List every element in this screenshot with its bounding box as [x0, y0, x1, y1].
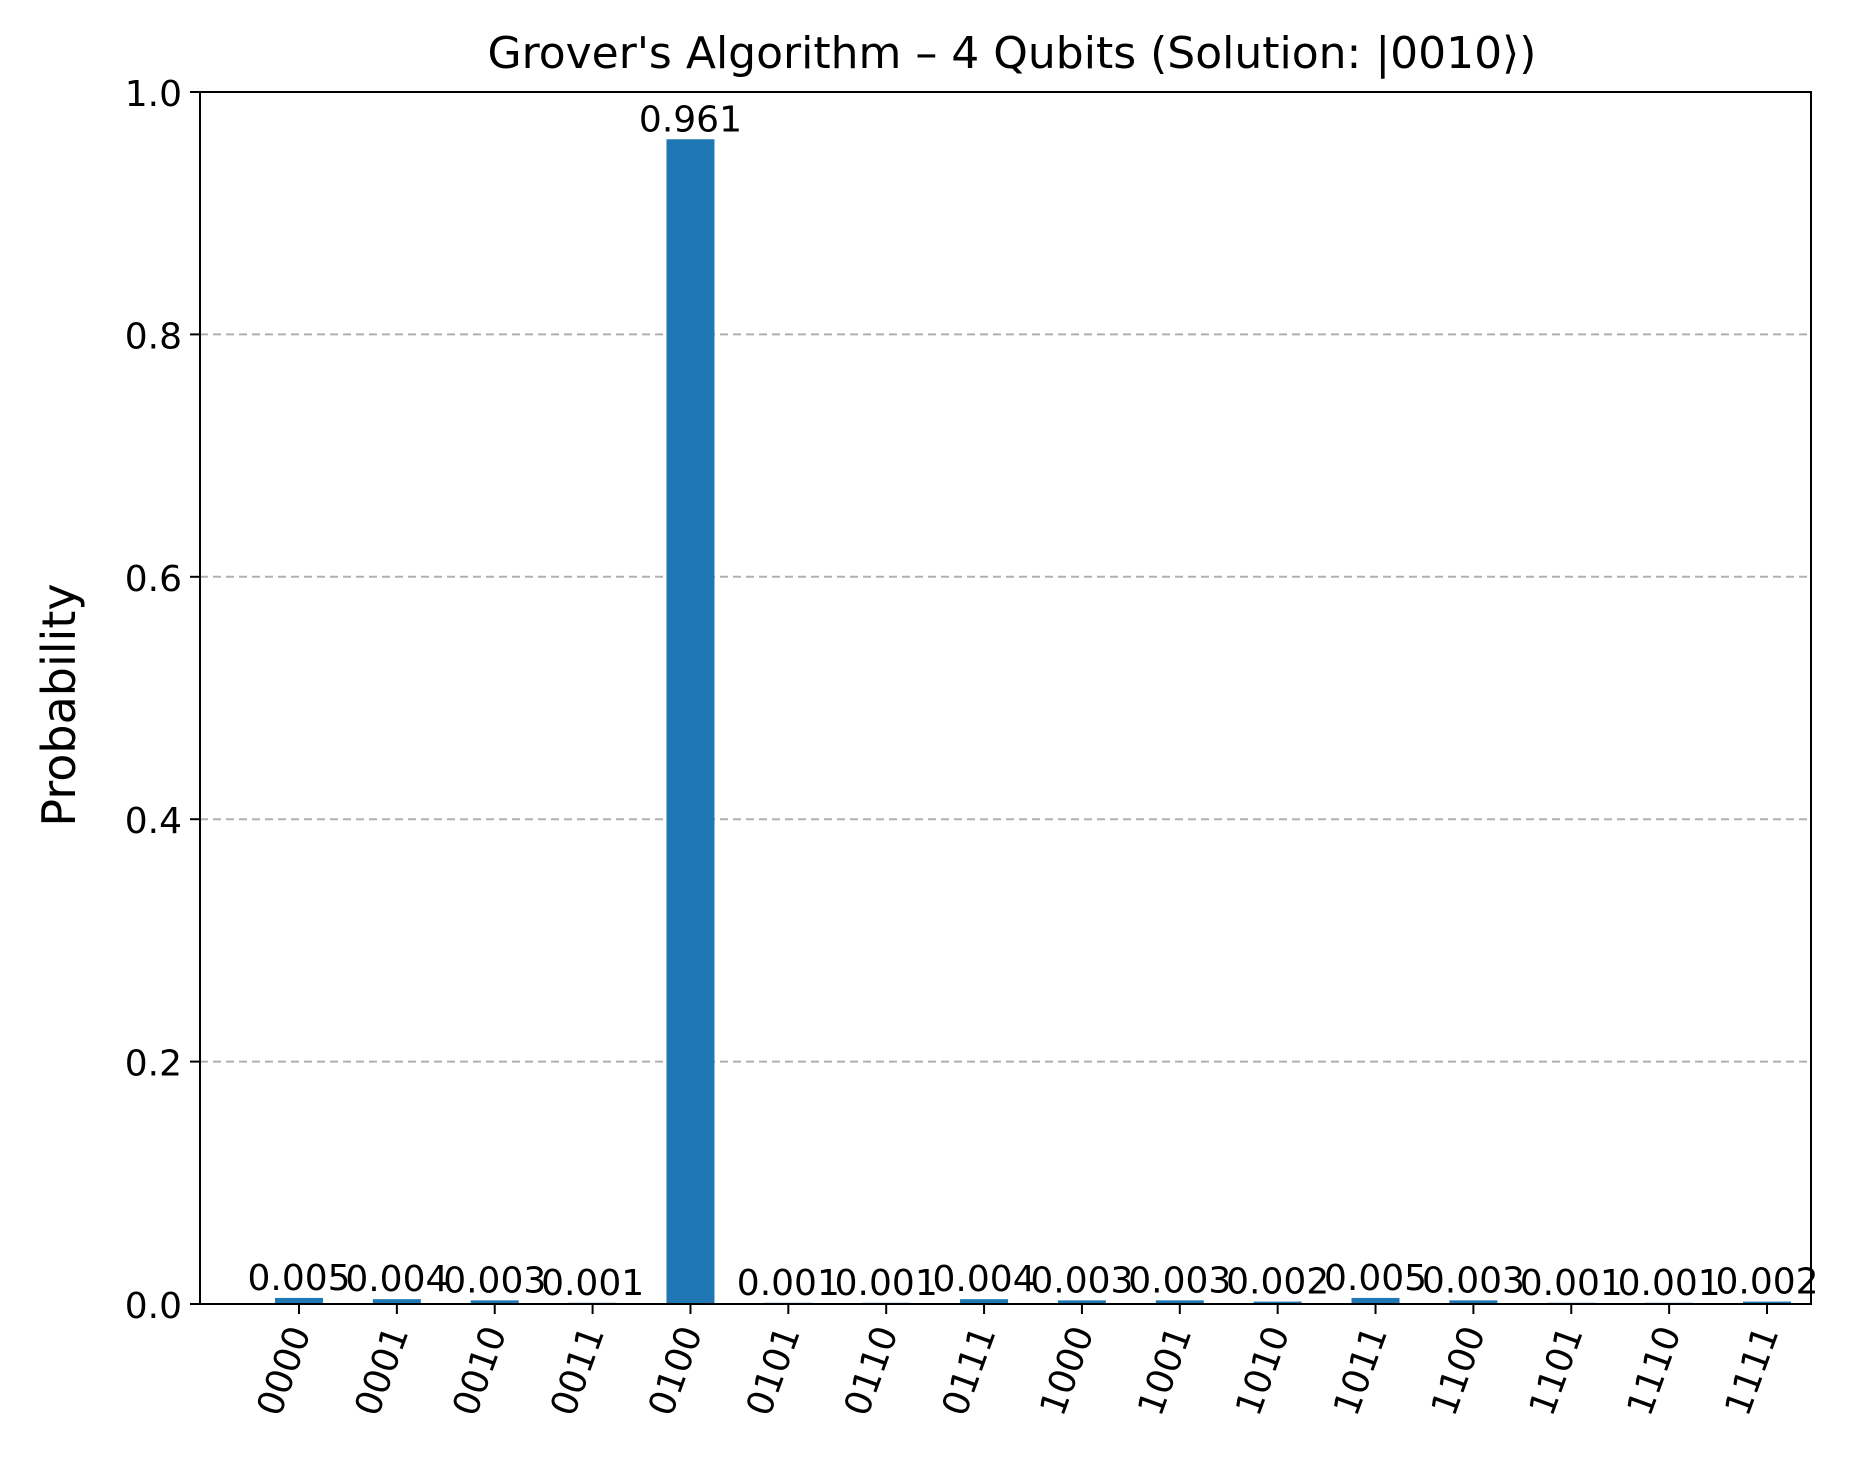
bar-0001	[372, 1299, 421, 1304]
bar-1011	[1351, 1297, 1400, 1304]
y-tick-label: 0.0	[125, 1286, 182, 1327]
y-tick-label: 0.4	[125, 801, 182, 842]
bar-1000	[1057, 1300, 1106, 1304]
y-axis-ticks: 0.0 0.2 0.4 0.6 0.8 1.0	[125, 74, 200, 1327]
x-tick-label: 1010	[1228, 1321, 1298, 1421]
bar-0111	[960, 1299, 1009, 1304]
data-label: 0.004	[933, 1259, 1036, 1300]
grid-lines	[200, 333, 1811, 1063]
y-tick-label: 0.2	[125, 1044, 182, 1085]
data-label: 0.004	[345, 1259, 448, 1300]
data-label: 0.001	[737, 1263, 840, 1304]
data-label: 0.002	[1226, 1262, 1329, 1303]
x-tick-label: 0011	[543, 1321, 613, 1421]
y-axis-label: Probability	[32, 583, 86, 826]
data-label: 0.003	[1422, 1260, 1525, 1301]
x-tick-label: 0111	[935, 1321, 1005, 1421]
y-tick-label: 0.6	[125, 559, 182, 600]
x-tick-label: 0001	[347, 1321, 417, 1421]
data-label: 0.003	[1030, 1260, 1133, 1301]
data-label: 0.003	[1128, 1260, 1231, 1301]
data-label: 0.001	[1520, 1263, 1623, 1304]
y-tick-label: 1.0	[125, 74, 182, 115]
chart-title: Grover's Algorithm – 4 Qubits (Solution:…	[488, 28, 1537, 79]
x-tick-label: 0110	[837, 1321, 907, 1421]
x-tick-label: 1101	[1522, 1321, 1592, 1421]
data-label: 0.961	[639, 99, 742, 140]
data-labels: 0.0050.0040.0030.0010.9610.0010.0010.004…	[247, 99, 1818, 1304]
data-label: 0.005	[247, 1258, 350, 1299]
x-tick-label: 0010	[445, 1321, 515, 1421]
bar-1100	[1449, 1300, 1498, 1304]
x-tick-label: 1100	[1424, 1321, 1494, 1421]
x-axis-ticks: 0000 0001 0010 0011 0100 0101 0110 0111 1000 1001…	[250, 1304, 1788, 1421]
x-tick-label: 0101	[739, 1321, 809, 1421]
x-tick-label: 0000	[250, 1321, 320, 1421]
y-tick-label: 0.8	[125, 316, 182, 357]
bars	[275, 139, 1791, 1304]
bar-1111	[1743, 1301, 1791, 1304]
bar-0000	[275, 1297, 323, 1304]
x-tick-label: 0100	[641, 1321, 711, 1421]
bar-0100	[666, 139, 715, 1304]
x-tick-label: 1110	[1620, 1321, 1690, 1421]
x-tick-label: 1001	[1130, 1321, 1200, 1421]
x-tick-label: 1000	[1033, 1321, 1103, 1421]
data-label: 0.005	[1324, 1258, 1427, 1299]
x-tick-label: 1111	[1718, 1321, 1788, 1421]
plot-frame	[199, 91, 1812, 1305]
data-label: 0.001	[1618, 1263, 1721, 1304]
data-label: 0.001	[835, 1263, 938, 1304]
x-tick-label: 1011	[1326, 1321, 1396, 1421]
data-label: 0.002	[1715, 1262, 1818, 1303]
data-label: 0.003	[443, 1260, 546, 1301]
bar-1010	[1253, 1301, 1302, 1304]
data-label: 0.001	[541, 1263, 644, 1304]
bar-0010	[470, 1300, 519, 1304]
bar-1001	[1155, 1300, 1204, 1304]
